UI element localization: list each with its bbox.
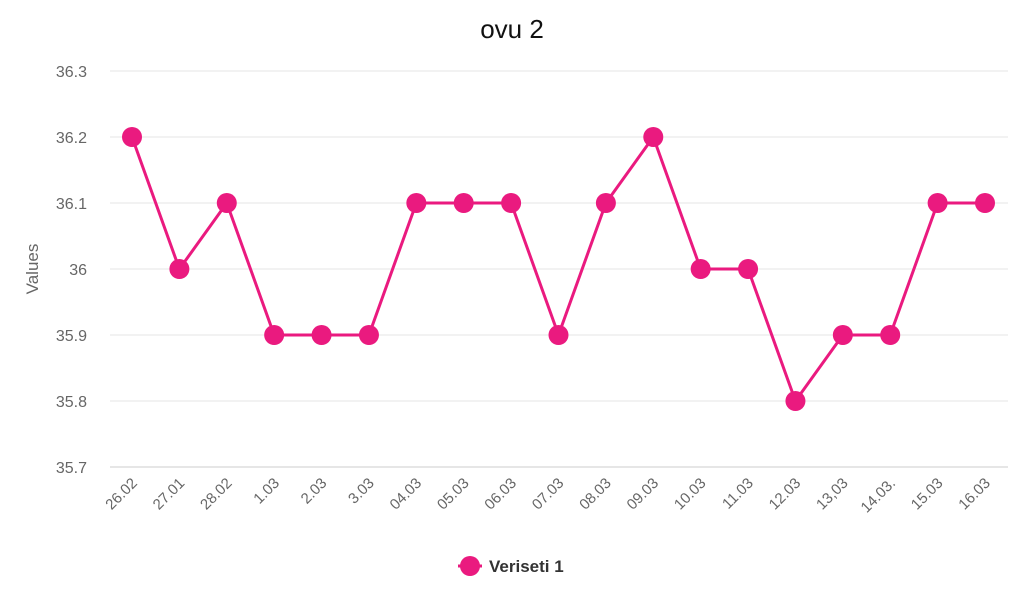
- data-point[interactable]: [595, 193, 616, 213]
- x-tick-label: 13,03: [813, 475, 852, 514]
- data-point[interactable]: [501, 193, 522, 213]
- y-tick-label: 35.9: [56, 328, 87, 345]
- legend-marker-icon: [460, 556, 480, 576]
- y-tick-label: 36.3: [56, 64, 87, 81]
- y-axis-label: Values: [23, 244, 42, 295]
- x-tick-label: 07.03: [529, 475, 568, 514]
- x-tick-label: 1.03: [250, 475, 283, 508]
- series-layer: [122, 127, 995, 411]
- data-point[interactable]: [216, 193, 237, 213]
- y-tick-label: 36: [69, 262, 87, 279]
- x-tick-label: 04.03: [387, 475, 426, 514]
- x-tick-label: 3.03: [345, 475, 378, 508]
- data-point[interactable]: [785, 391, 806, 411]
- x-tick-label: 15.03: [908, 475, 947, 514]
- y-tick-label: 36.1: [56, 196, 87, 213]
- x-tick-label: 11.03: [719, 475, 757, 513]
- x-tick-label: 10.03: [671, 475, 710, 514]
- data-point[interactable]: [169, 259, 190, 279]
- data-point[interactable]: [643, 127, 664, 147]
- x-tick-label: 14.03.: [858, 475, 900, 517]
- y-tick-label: 35.8: [56, 394, 87, 411]
- x-tick-label: 06.03: [481, 475, 520, 514]
- x-tick-label: 05.03: [434, 475, 473, 514]
- x-tick-label: 12.03: [766, 475, 805, 514]
- data-point[interactable]: [311, 325, 332, 345]
- data-point[interactable]: [738, 259, 759, 279]
- x-tick-label: 09.03: [624, 475, 663, 514]
- data-point[interactable]: [880, 325, 901, 345]
- y-tick-label: 36.2: [56, 130, 87, 147]
- x-tick-label: 16.03: [955, 475, 994, 514]
- data-point[interactable]: [832, 325, 853, 345]
- data-point[interactable]: [406, 193, 427, 213]
- x-tick-label: 2.03: [298, 475, 331, 508]
- x-tick-label: 27.01: [150, 475, 189, 514]
- x-tick-label: 26.02: [102, 475, 141, 514]
- data-point[interactable]: [358, 325, 379, 345]
- y-tick-labels: 36.3 36.2 36.1 36 35.9 35.8 35.7: [56, 64, 87, 477]
- legend[interactable]: Veriseti 1: [458, 556, 564, 576]
- data-point[interactable]: [548, 325, 569, 345]
- data-point[interactable]: [264, 325, 285, 345]
- y-tick-label: 35.7: [56, 460, 87, 477]
- x-tick-label: 28.02: [197, 475, 236, 514]
- data-point[interactable]: [122, 127, 142, 147]
- x-tick-labels: 26.02 27.01 28.02 1.03 2.03 3.03 04.03 05.03 06.…: [102, 475, 994, 517]
- chart-title: ovu 2: [480, 14, 544, 44]
- data-point[interactable]: [453, 193, 474, 213]
- data-point[interactable]: [975, 193, 995, 213]
- data-point[interactable]: [690, 259, 711, 279]
- legend-label: Veriseti 1: [489, 557, 564, 576]
- grid-lines: [110, 70, 1008, 468]
- x-tick-label: 08.03: [576, 475, 615, 514]
- data-point[interactable]: [927, 193, 948, 213]
